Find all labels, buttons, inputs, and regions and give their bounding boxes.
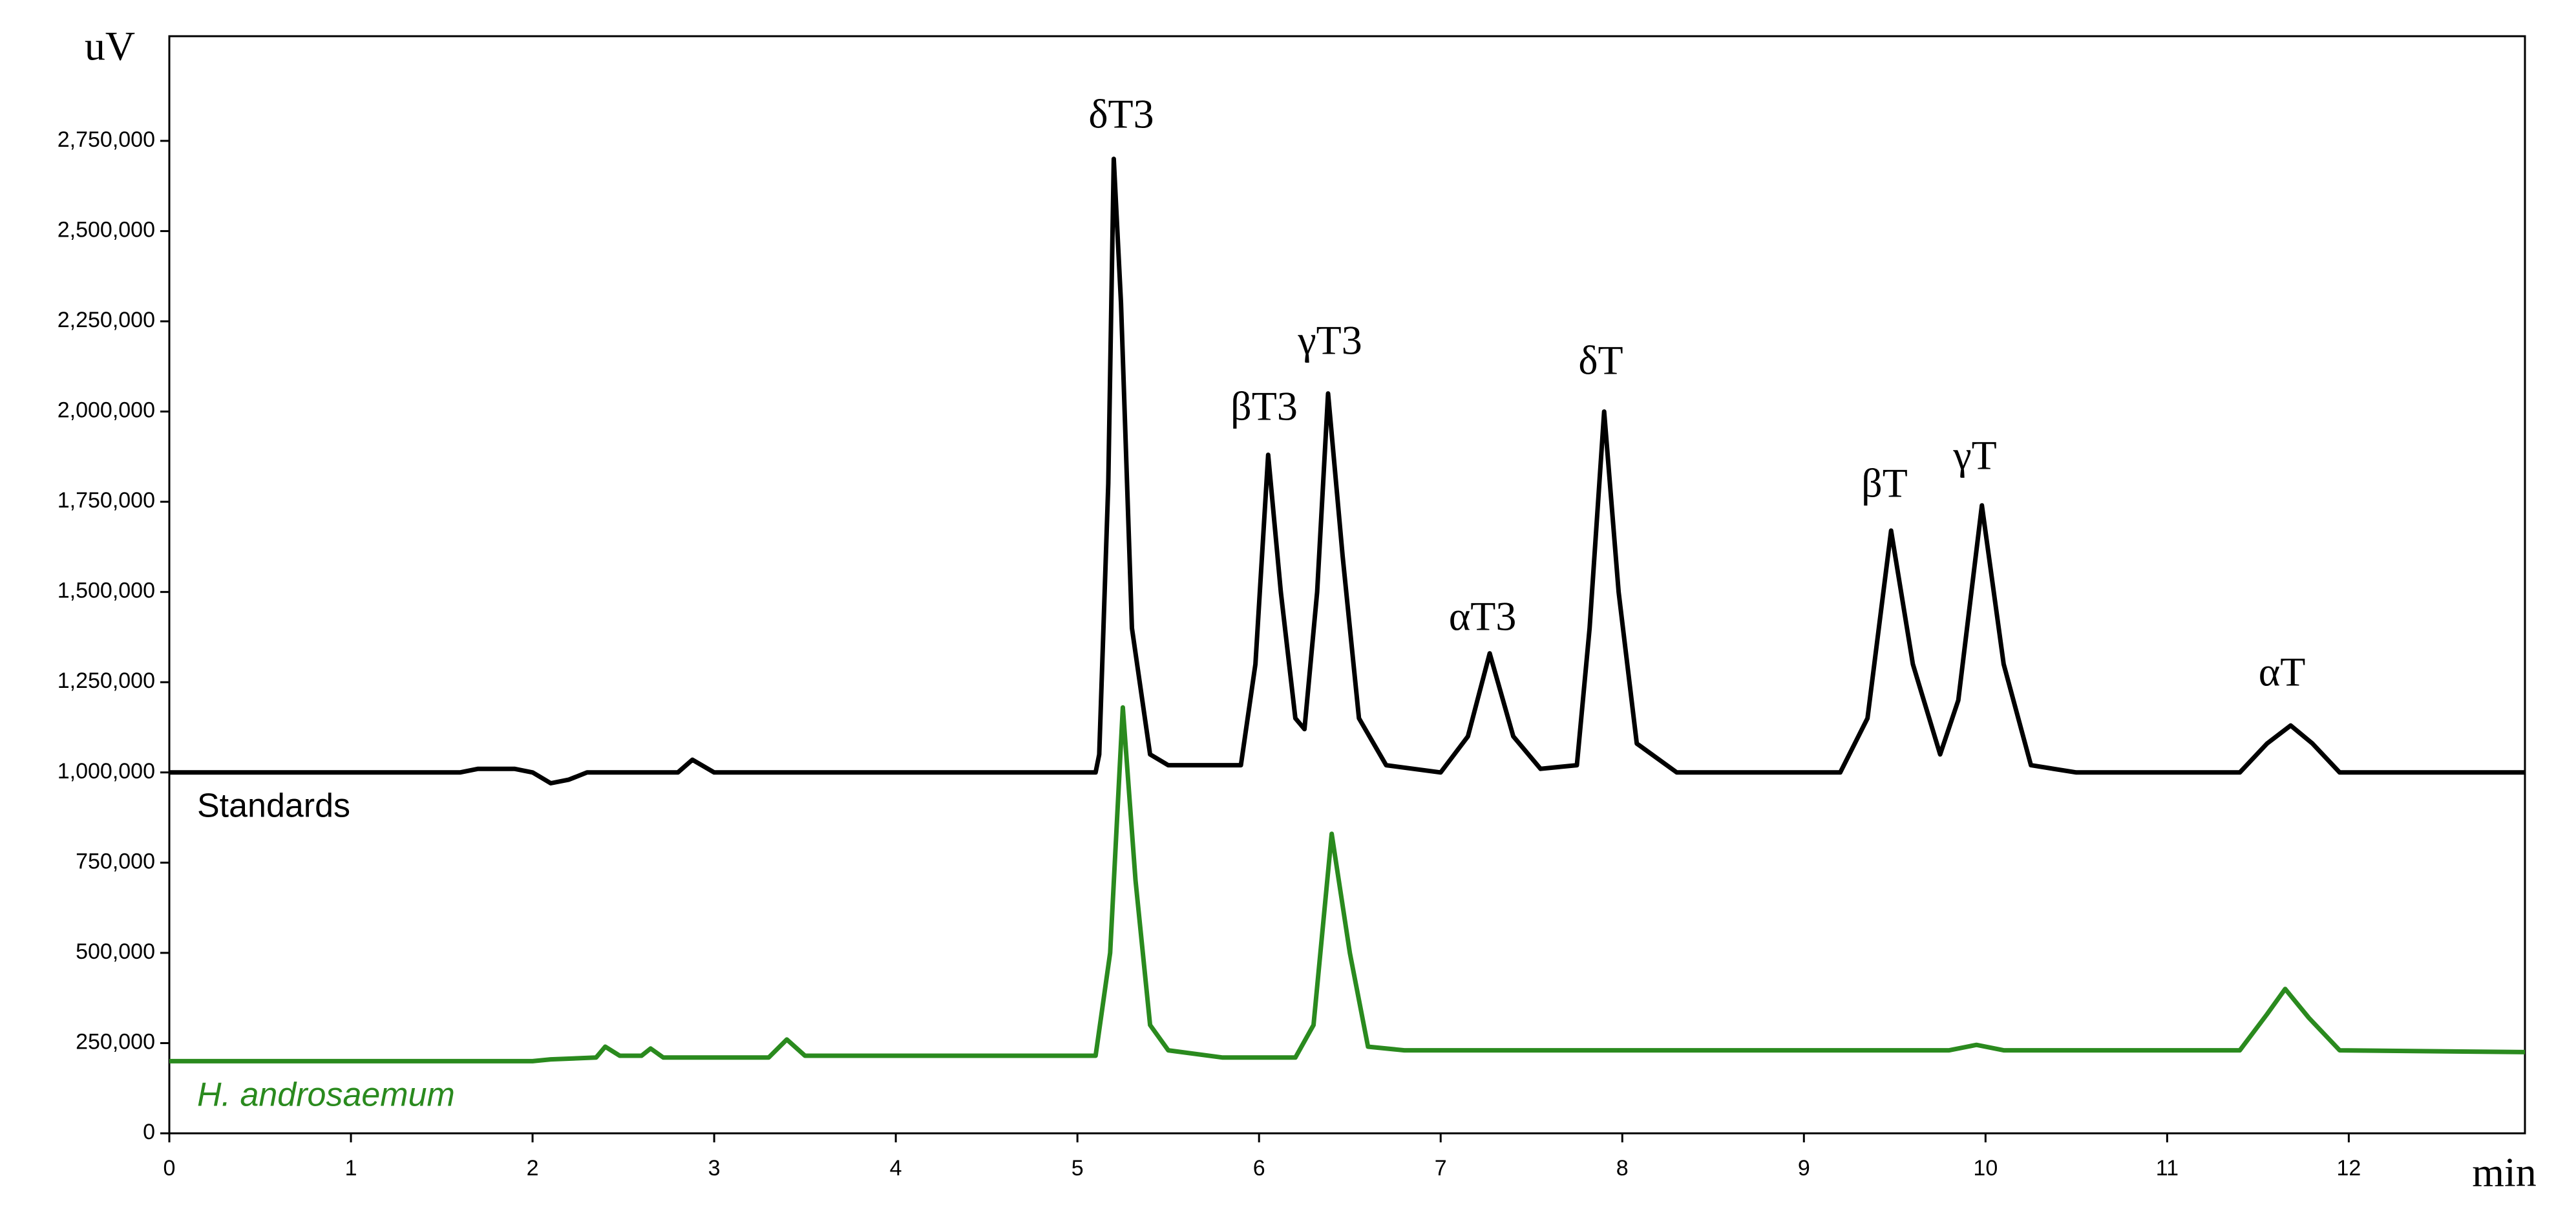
y-tick-label: 2,750,000 xyxy=(58,127,155,152)
x-tick-label: 1 xyxy=(345,1156,357,1181)
y-tick-label: 0 xyxy=(143,1120,155,1144)
series-line xyxy=(169,705,2526,1063)
x-tick-label: 0 xyxy=(164,1156,176,1181)
y-tick-label: 1,000,000 xyxy=(58,759,155,784)
x-tick-label: 8 xyxy=(1616,1156,1629,1181)
y-tick-label: 2,500,000 xyxy=(58,217,155,242)
peak-label: δT xyxy=(1578,337,1623,383)
series-line xyxy=(169,156,2525,785)
x-tick-label: 7 xyxy=(1435,1156,1447,1181)
x-tick-label: 4 xyxy=(890,1156,902,1181)
y-tick-label: 500,000 xyxy=(76,939,155,964)
peak-label: βT3 xyxy=(1230,383,1298,429)
plot-frame xyxy=(168,35,2526,1135)
x-tick-label: 2 xyxy=(527,1156,539,1181)
x-tick-label: 12 xyxy=(2336,1156,2361,1181)
y-tick-label: 2,250,000 xyxy=(58,308,155,332)
y-tick-label: 2,000,000 xyxy=(58,398,155,423)
peak-label: γT xyxy=(1952,433,1996,478)
x-tick-label: 6 xyxy=(1253,1156,1265,1181)
x-tick-label: 10 xyxy=(1973,1156,1998,1181)
y-axis-label: uV xyxy=(85,23,135,69)
peak-label: γT3 xyxy=(1297,317,1362,363)
x-tick-label: 5 xyxy=(1072,1156,1084,1181)
peak-label: αT xyxy=(2259,649,2306,695)
x-axis-label: min xyxy=(2472,1149,2537,1195)
y-tick-label: 1,250,000 xyxy=(58,668,155,693)
peak-label: αT3 xyxy=(1449,593,1517,639)
peak-label: βT xyxy=(1861,460,1908,506)
y-tick-label: 1,750,000 xyxy=(58,488,155,513)
x-tick-label: 9 xyxy=(1798,1156,1810,1181)
series-label: Standards xyxy=(197,787,350,825)
y-tick-label: 1,500,000 xyxy=(58,579,155,603)
series-label: H. androsaemum xyxy=(197,1076,455,1114)
peak-label: δT3 xyxy=(1088,91,1154,137)
x-tick-label: 11 xyxy=(2156,1156,2179,1181)
y-tick-label: 750,000 xyxy=(76,849,155,873)
x-tick-label: 3 xyxy=(708,1156,721,1181)
y-tick-label: 250,000 xyxy=(76,1029,155,1054)
